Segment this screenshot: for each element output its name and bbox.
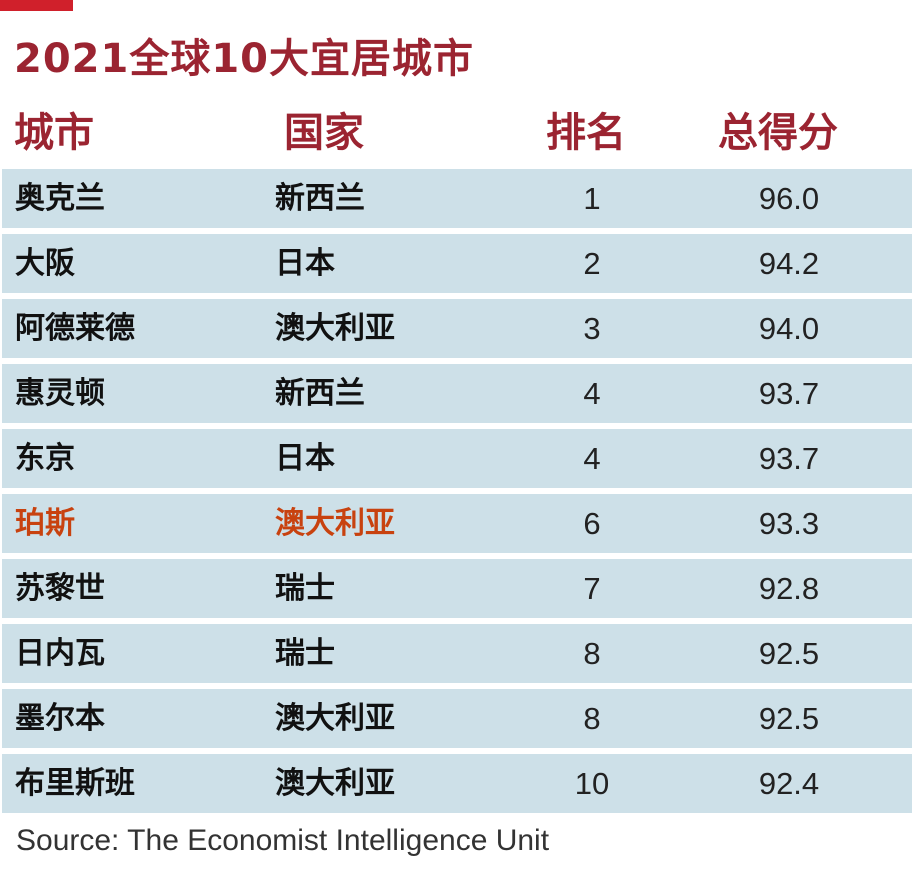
cell-rank: 8 <box>583 701 601 736</box>
cell-score: 93.7 <box>758 441 820 476</box>
cell-rank: 3 <box>583 311 601 346</box>
cell-city: 奥克兰 <box>15 181 105 216</box>
cell-city: 日内瓦 <box>15 636 105 671</box>
cell-country: 新西兰 <box>275 376 365 411</box>
cell-city: 阿德莱德 <box>15 311 135 346</box>
cell-country: 瑞士 <box>275 636 335 671</box>
cell-country: 澳大利亚 <box>275 506 395 541</box>
cell-score: 94.2 <box>758 246 820 281</box>
table-row: 阿德莱德 澳大利亚 3 94.0 <box>2 299 912 358</box>
cell-city: 布里斯班 <box>15 766 135 801</box>
source-note: Source: The Economist Intelligence Unit <box>16 824 550 857</box>
cell-city: 惠灵顿 <box>15 376 105 411</box>
cell-country: 瑞士 <box>275 571 335 606</box>
header-city: 城市 <box>14 110 94 156</box>
cell-score: 93.3 <box>758 506 820 541</box>
cell-rank: 4 <box>583 376 601 411</box>
cell-rank: 2 <box>583 246 601 281</box>
header-country: 国家 <box>284 110 364 156</box>
table-row: 苏黎世 瑞士 7 92.8 <box>2 559 912 618</box>
cell-score: 92.8 <box>758 571 820 606</box>
cell-rank: 8 <box>583 636 601 671</box>
table-row: 珀斯 澳大利亚 6 93.3 <box>2 494 912 553</box>
table-row: 惠灵顿 新西兰 4 93.7 <box>2 364 912 423</box>
cell-city: 珀斯 <box>15 506 75 541</box>
cell-score: 92.5 <box>758 636 820 671</box>
cell-city: 墨尔本 <box>15 701 105 736</box>
cell-score: 96.0 <box>758 181 820 216</box>
cell-score: 92.5 <box>758 701 820 736</box>
cell-country: 日本 <box>275 246 335 281</box>
cell-city: 东京 <box>15 441 75 476</box>
table-row: 奥克兰 新西兰 1 96.0 <box>2 169 912 228</box>
table-header: 城市 国家 排名 总得分 <box>0 104 912 162</box>
accent-bar <box>0 0 73 11</box>
table-row: 墨尔本 澳大利亚 8 92.5 <box>2 689 912 748</box>
header-score: 总得分 <box>718 110 838 156</box>
cell-country: 澳大利亚 <box>275 766 395 801</box>
table-row: 日内瓦 瑞士 8 92.5 <box>2 624 912 683</box>
cell-rank: 1 <box>583 181 601 216</box>
cell-score: 94.0 <box>758 311 820 346</box>
chart-title: 2021全球10大宜居城市 <box>14 36 474 82</box>
table-row: 布里斯班 澳大利亚 10 92.4 <box>2 754 912 813</box>
cell-rank: 7 <box>583 571 601 606</box>
cell-country: 澳大利亚 <box>275 701 395 736</box>
cell-country: 日本 <box>275 441 335 476</box>
table-row: 东京 日本 4 93.7 <box>2 429 912 488</box>
cell-country: 新西兰 <box>275 181 365 216</box>
cell-country: 澳大利亚 <box>275 311 395 346</box>
cell-score: 93.7 <box>758 376 820 411</box>
table-row: 大阪 日本 2 94.2 <box>2 234 912 293</box>
cell-rank: 6 <box>583 506 601 541</box>
header-rank: 排名 <box>546 110 626 156</box>
cell-city: 苏黎世 <box>15 571 105 606</box>
cell-rank: 10 <box>574 766 610 801</box>
cell-score: 92.4 <box>758 766 820 801</box>
cell-city: 大阪 <box>15 246 75 281</box>
cell-rank: 4 <box>583 441 601 476</box>
